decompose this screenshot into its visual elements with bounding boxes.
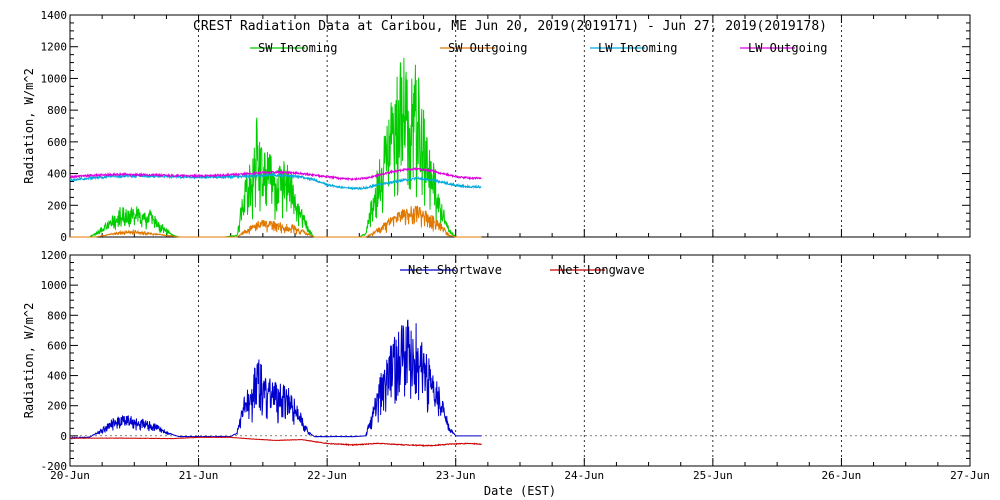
x-tick-label: 26-Jun	[822, 469, 862, 482]
y-tick-label: 1400	[41, 9, 68, 22]
legend-label: LW Outgoing	[748, 41, 827, 55]
y-tick-label: 400	[47, 370, 67, 383]
y-tick-label: 600	[47, 136, 67, 149]
y-tick-label: 800	[47, 309, 67, 322]
y-tick-label: 1000	[41, 72, 68, 85]
series-line-sw-incoming	[70, 57, 482, 238]
y-tick-label: 800	[47, 104, 67, 117]
y-tick-label: 200	[47, 199, 67, 212]
series-line-lw-outgoing	[69, 166, 482, 182]
legend-label: Net Longwave	[558, 263, 645, 277]
y-tick-label: -200	[41, 460, 68, 473]
x-tick-label: 25-Jun	[693, 469, 733, 482]
y-tick-label: 400	[47, 168, 67, 181]
bottom-panel-net-radiation: -200 0 200 400 600 800 1000 1200 Radiation, W/m^…	[22, 249, 990, 482]
x-tick-label: 21-Jun	[179, 469, 219, 482]
x-tick-label: 23-Jun	[436, 469, 476, 482]
series-line-sw-outgoing	[70, 205, 482, 238]
x-axis-title: Date (EST)	[484, 484, 556, 498]
legend-label: SW Outgoing	[448, 41, 527, 55]
chart-title: CREST Radiation Data at Caribou, ME Jun …	[193, 19, 827, 34]
y-tick-label: 0	[60, 430, 67, 443]
x-tick-label: 27-Jun	[950, 469, 990, 482]
y-tick-label: 1000	[41, 279, 68, 292]
legend-label: SW Incoming	[258, 41, 337, 55]
x-tick-label: 20-Jun	[50, 469, 90, 482]
series-line-net-shortwave	[69, 319, 482, 440]
series-line-net-longwave	[70, 436, 482, 447]
plot-frame	[69, 254, 971, 467]
y-axis-title: Radiation, W/m^2	[22, 68, 36, 184]
x-tick-label: 22-Jun	[307, 469, 347, 482]
top-panel-radiation-components: 0 200 400 600 800 1000 1200 1400 Radiation, W/m^…	[22, 9, 971, 244]
x-tick-label: 24-Jun	[564, 469, 604, 482]
y-tick-label: 600	[47, 339, 67, 352]
legend-label: LW Incoming	[598, 41, 677, 55]
y-tick-label: 200	[47, 400, 67, 413]
y-tick-label: 1200	[41, 41, 68, 54]
y-axis-title: Radiation, W/m^2	[22, 303, 36, 419]
y-tick-label: 1200	[41, 249, 68, 262]
y-tick-label: 0	[60, 231, 67, 244]
legend-label: Net Shortwave	[408, 263, 502, 277]
